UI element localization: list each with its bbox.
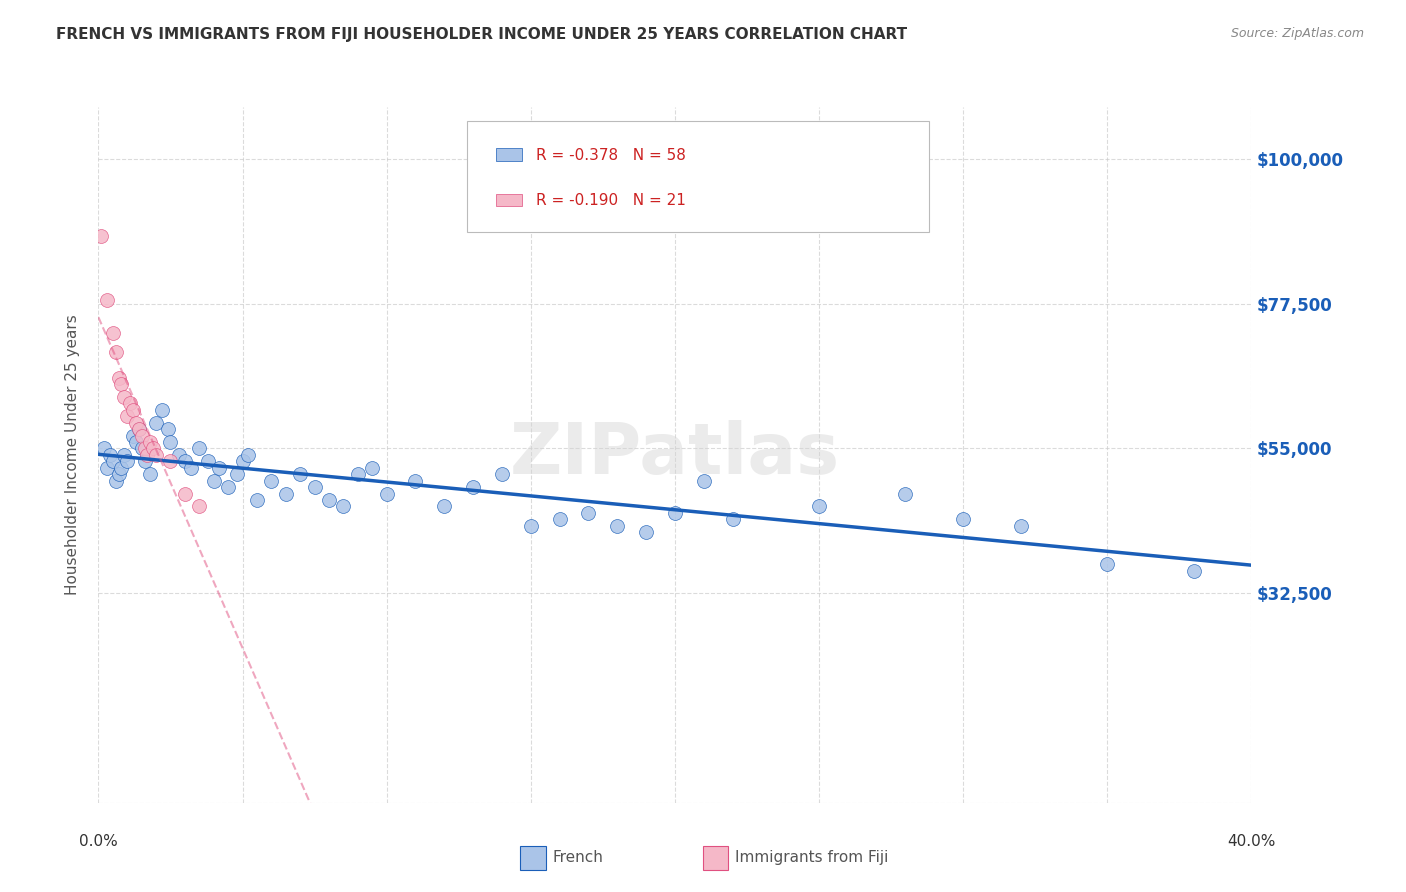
Point <box>145 448 167 462</box>
Point <box>136 448 159 462</box>
Point <box>125 416 148 430</box>
Point <box>104 344 127 359</box>
Point <box>101 326 124 340</box>
Point <box>117 409 139 424</box>
Text: FRENCH VS IMMIGRANTS FROM FIJI HOUSEHOLDER INCOME UNDER 25 YEARS CORRELATION CHA: FRENCH VS IMMIGRANTS FROM FIJI HOUSEHOLD… <box>56 27 907 42</box>
Point <box>122 428 145 442</box>
Point <box>202 474 225 488</box>
Point <box>101 454 124 468</box>
Point <box>128 422 150 436</box>
FancyBboxPatch shape <box>496 148 522 161</box>
Point <box>894 486 917 500</box>
Point <box>96 460 118 475</box>
Text: Immigrants from Fiji: Immigrants from Fiji <box>735 850 889 865</box>
Point <box>197 454 219 468</box>
Point <box>90 228 112 243</box>
Point <box>174 486 197 500</box>
Point <box>548 512 571 526</box>
Text: R = -0.190   N = 21: R = -0.190 N = 21 <box>536 194 686 209</box>
Point <box>139 435 162 450</box>
Text: 40.0%: 40.0% <box>1227 834 1275 849</box>
Point <box>131 442 153 456</box>
Point <box>134 442 156 456</box>
Point <box>225 467 247 482</box>
Point <box>145 416 167 430</box>
Point <box>664 506 686 520</box>
Text: R = -0.378   N = 58: R = -0.378 N = 58 <box>536 148 686 163</box>
FancyBboxPatch shape <box>496 194 522 206</box>
Point <box>578 506 600 520</box>
Point <box>520 518 543 533</box>
Point <box>188 442 211 456</box>
Point <box>693 474 716 488</box>
Point <box>318 493 340 508</box>
Point <box>491 467 513 482</box>
Point <box>721 512 744 526</box>
Point <box>156 422 179 436</box>
Point <box>332 500 354 514</box>
Point <box>110 460 132 475</box>
Point <box>98 448 121 462</box>
Point <box>93 442 115 456</box>
Point <box>188 500 211 514</box>
Point <box>217 480 239 494</box>
Point <box>180 460 202 475</box>
Point <box>107 370 129 384</box>
Point <box>238 448 260 462</box>
FancyBboxPatch shape <box>467 121 928 232</box>
Point <box>131 428 153 442</box>
Point <box>304 480 326 494</box>
Point <box>274 486 297 500</box>
Point <box>120 396 142 410</box>
Point <box>112 390 135 404</box>
Point <box>952 512 974 526</box>
Point <box>117 454 139 468</box>
Text: 0.0%: 0.0% <box>79 834 118 849</box>
Point <box>128 422 150 436</box>
Point <box>125 435 148 450</box>
Point <box>260 474 283 488</box>
Point <box>167 448 190 462</box>
Point <box>104 474 127 488</box>
Text: ZIPatlas: ZIPatlas <box>510 420 839 490</box>
Point <box>134 454 156 468</box>
Point <box>1010 518 1032 533</box>
Point <box>159 435 181 450</box>
Point <box>174 454 197 468</box>
Point <box>139 467 162 482</box>
Point <box>636 525 658 540</box>
Point <box>1097 558 1119 572</box>
Point <box>142 442 165 456</box>
Y-axis label: Householder Income Under 25 years: Householder Income Under 25 years <box>65 315 80 595</box>
Point <box>159 454 181 468</box>
Text: French: French <box>553 850 603 865</box>
Point <box>122 402 145 417</box>
Point <box>246 493 269 508</box>
Point <box>107 467 129 482</box>
Point <box>290 467 312 482</box>
Point <box>606 518 628 533</box>
Point <box>361 460 384 475</box>
Point <box>1182 564 1205 578</box>
Point <box>208 460 231 475</box>
Point <box>375 486 398 500</box>
Point <box>346 467 368 482</box>
Point <box>433 500 456 514</box>
Point <box>461 480 484 494</box>
Point <box>807 500 830 514</box>
Text: Source: ZipAtlas.com: Source: ZipAtlas.com <box>1230 27 1364 40</box>
Point <box>405 474 427 488</box>
Point <box>96 293 118 308</box>
Point <box>231 454 254 468</box>
Point <box>150 402 173 417</box>
Point <box>112 448 135 462</box>
Point <box>110 377 132 392</box>
